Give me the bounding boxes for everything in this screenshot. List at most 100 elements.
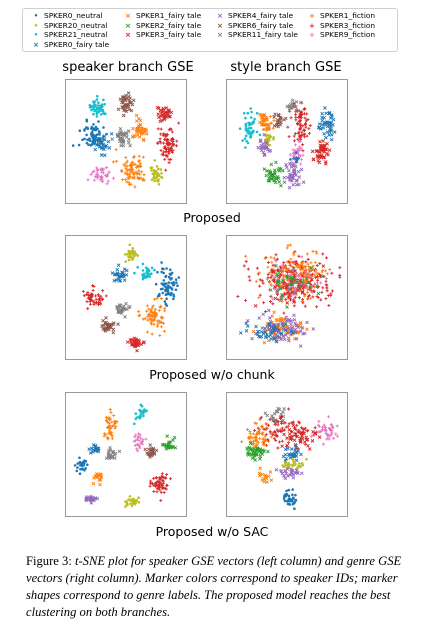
scatter-point — [163, 285, 167, 288]
scatter-point — [103, 103, 106, 106]
scatter-point — [287, 267, 291, 271]
scatter-point — [139, 436, 143, 440]
scatter-point — [161, 487, 165, 491]
scatter-point — [311, 264, 315, 268]
scatter-point — [276, 429, 280, 433]
scatter-point — [118, 137, 123, 141]
scatter-point — [300, 130, 304, 134]
scatter-point — [156, 106, 161, 110]
scatter-point — [298, 440, 303, 444]
scatter-point — [90, 299, 94, 303]
scatter-point — [301, 153, 305, 157]
scatter-point — [292, 502, 296, 505]
scatter-point — [162, 481, 166, 485]
scatter-point — [118, 127, 123, 131]
scatter-point — [157, 172, 160, 176]
scatter-point — [144, 129, 149, 133]
scatter-point — [169, 273, 173, 276]
scatter-point — [99, 474, 104, 478]
scatter-point — [174, 288, 178, 292]
scatter-point — [109, 322, 114, 327]
scatter-point — [104, 294, 108, 298]
scatter-point — [311, 327, 316, 331]
scatter-point — [116, 322, 120, 327]
scatter-point — [270, 431, 274, 435]
scatter-point — [299, 162, 303, 166]
scatter-point — [77, 143, 81, 147]
scatter-point — [278, 317, 283, 322]
scatter-point — [282, 311, 286, 315]
scatter-point — [255, 432, 259, 436]
scatter-plot — [238, 98, 337, 190]
scatter-point — [159, 325, 163, 329]
scatter-point — [286, 499, 289, 503]
scatter-point — [270, 414, 274, 418]
scatter-point — [132, 172, 136, 176]
scatter-point — [284, 162, 288, 167]
scatter-point — [291, 163, 295, 167]
scatter-point — [259, 330, 264, 334]
scatter-point — [169, 278, 172, 281]
legend-item: + SPKER3_fiction — [307, 21, 375, 30]
scatter-point — [135, 126, 140, 131]
scatter-point — [266, 327, 271, 332]
scatter-point — [248, 435, 252, 439]
scatter-point — [154, 282, 158, 286]
scatter-point — [273, 287, 277, 291]
scatter-point — [161, 475, 165, 479]
legend-label: SPKER3_fairy tale — [136, 30, 202, 40]
scatter-point — [101, 171, 105, 175]
scatter-point — [248, 432, 252, 436]
scatter-point — [276, 282, 281, 287]
scatter-point — [99, 168, 103, 172]
scatter-point — [326, 436, 330, 440]
scatter-point — [145, 451, 149, 455]
scatter-point — [267, 423, 271, 427]
scatter-point — [329, 137, 334, 142]
scatter-point — [244, 134, 248, 138]
legend-label: SPKER3_fiction — [320, 20, 376, 30]
scatter-point — [142, 414, 145, 418]
scatter-point — [297, 148, 301, 152]
scatter-point — [92, 138, 97, 143]
scatter-point — [89, 105, 93, 109]
scatter-point — [138, 129, 142, 133]
scatter-point — [107, 146, 112, 150]
scatter-point — [112, 272, 117, 277]
scatter-point — [98, 482, 102, 487]
scatter-point — [287, 407, 291, 411]
scatter-point — [257, 473, 262, 478]
scatter-point — [94, 135, 97, 138]
scatter-point — [304, 435, 309, 440]
scatter-point — [268, 288, 273, 292]
scatter-point — [108, 432, 112, 436]
scatter-point — [306, 287, 310, 291]
scatter-point — [247, 451, 252, 456]
scatter-point — [267, 322, 271, 326]
scatter-point — [172, 283, 176, 286]
column-title-speaker: speaker branch GSE — [62, 60, 194, 75]
scatter-point — [141, 269, 145, 272]
scatter-point — [285, 305, 289, 309]
scatter-point — [255, 130, 259, 134]
scatter-point — [295, 423, 299, 427]
scatter-point — [325, 130, 330, 134]
scatter-point — [105, 174, 109, 178]
scatter-point — [291, 493, 294, 497]
scatter-point — [109, 325, 113, 330]
scatter-point — [327, 426, 331, 430]
scatter-point — [137, 154, 141, 158]
scatter-point — [162, 329, 166, 333]
scatter-point — [306, 290, 310, 294]
scatter-point — [92, 497, 97, 501]
scatter-point — [298, 320, 303, 325]
scatter-point — [138, 416, 142, 420]
scatter-point — [127, 182, 131, 186]
scatter-point — [285, 276, 289, 280]
scatter-point — [76, 462, 79, 465]
scatter-point — [320, 428, 324, 432]
scatter-point — [311, 157, 316, 162]
scatter-point — [315, 305, 319, 309]
scatter-point — [165, 267, 168, 270]
scatter-point — [292, 459, 295, 462]
